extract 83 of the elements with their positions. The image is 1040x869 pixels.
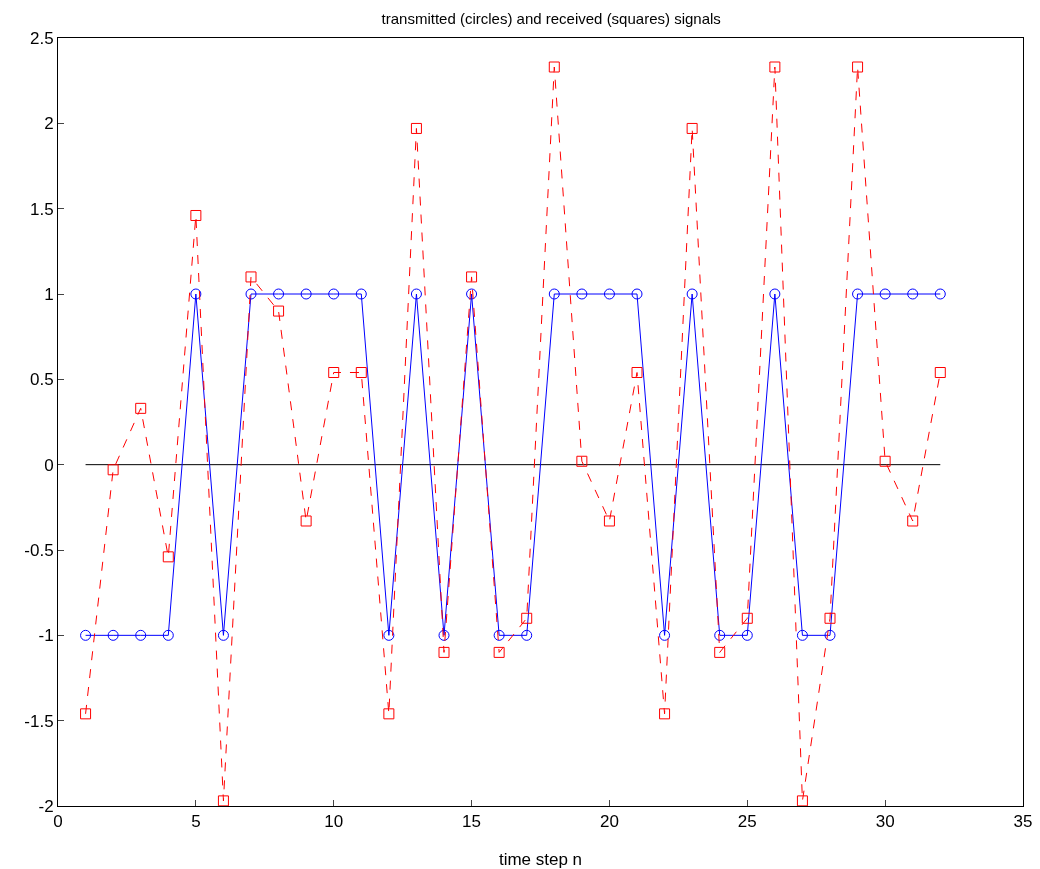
x-tick-label: 20 [599,812,619,832]
y-tick-label: -1 [38,626,54,646]
point [714,629,726,641]
point [741,612,753,624]
point [190,288,202,300]
y-tick-label: -2 [38,796,54,816]
point [548,288,560,300]
point [383,708,395,720]
point [190,209,202,221]
point [824,612,836,624]
point [273,305,285,317]
point [410,122,422,134]
point [714,646,726,658]
point [135,402,147,414]
point [80,708,92,720]
point [217,795,229,806]
point [879,288,891,300]
point [548,61,560,73]
point [741,629,753,641]
point [852,288,864,300]
point [879,455,891,467]
point [907,515,919,527]
point [796,795,808,806]
point [107,629,119,641]
point [300,515,312,527]
point [355,367,367,379]
point [300,288,312,300]
point [686,288,698,300]
chart-title: transmitted (circles) and received (squares) signals [381,9,721,27]
point [769,61,781,73]
point [162,551,174,563]
point [355,288,367,300]
point [438,646,450,658]
y-tick-label: 1.5 [29,199,54,219]
point [328,367,340,379]
point [328,288,340,300]
point [162,629,174,641]
point [934,367,946,379]
point [135,629,147,641]
point [493,646,505,658]
point [603,288,615,300]
y-tick-label: 2 [44,114,54,134]
point [80,629,92,641]
point [824,629,836,641]
point [493,629,505,641]
x-tick-label: 30 [875,812,895,832]
point [466,271,478,283]
point [796,629,808,641]
point [659,708,671,720]
point [521,629,533,641]
point [934,288,946,300]
x-axis-title: time step n [498,850,583,869]
point [410,288,422,300]
point [576,288,588,300]
point [245,288,257,300]
x-tick-label: 15 [462,812,482,832]
point [686,122,698,134]
x-tick-label: 35 [1013,812,1033,832]
point [576,455,588,467]
point [466,288,478,300]
point [852,61,864,73]
point [769,288,781,300]
y-tick-label: 0 [44,455,54,475]
y-tick-label: 1 [44,284,54,304]
point [659,629,671,641]
point [245,271,257,283]
x-tick-label: 25 [737,812,757,832]
point [603,515,615,527]
point [107,464,119,476]
point [631,288,643,300]
point [273,288,285,300]
point [521,612,533,624]
x-tick-label: 10 [324,812,344,832]
point [631,367,643,379]
x-tick-label: 5 [191,812,201,832]
point [383,629,395,641]
y-tick-label: -0.5 [24,540,54,560]
point [438,629,450,641]
y-tick-label: 2.5 [29,28,54,48]
y-tick-label: -1.5 [24,711,54,731]
y-tick-label: 0.5 [29,370,54,390]
point [217,629,229,641]
point [907,288,919,300]
